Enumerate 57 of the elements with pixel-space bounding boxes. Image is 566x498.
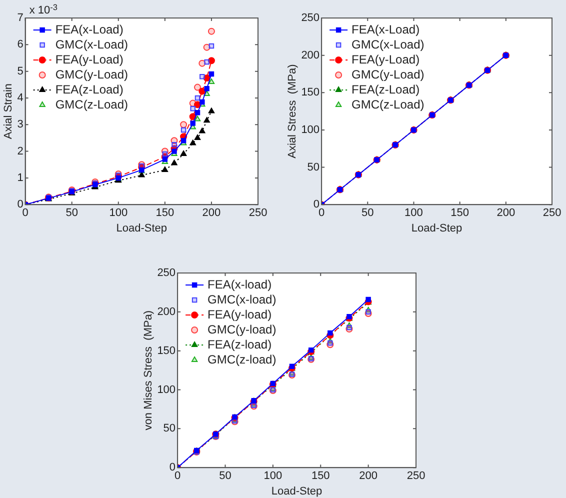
legend-label: FEA(z-load): [208, 337, 272, 352]
x-tick-label: 100: [404, 207, 423, 220]
y-tick-label: 1: [17, 172, 24, 184]
y-tick-label: 7: [17, 12, 24, 24]
legend-label: FEA(z-Load): [352, 82, 420, 96]
legend-label: FEA(x-Load): [352, 22, 420, 36]
legend-label: FEA(y-Load): [352, 52, 420, 66]
y-tick-label: 100: [157, 384, 176, 396]
x-tick-label: 150: [450, 207, 469, 220]
y-tick-label: 150: [301, 86, 320, 99]
y-tick-label: 50: [307, 161, 320, 174]
legend-label: GMC(x-Load): [352, 37, 424, 52]
legend-label: GMC(y-load): [208, 322, 276, 336]
x-axis-title: Load-Step: [411, 222, 462, 234]
y-tick-label: 0: [313, 198, 320, 211]
y-tick-label: 100: [301, 124, 320, 136]
legend-label: GMC(x-Load): [55, 37, 128, 52]
y-axis-title: von Mises Stress (MPa): [142, 310, 155, 430]
y-tick-label: 200: [157, 306, 176, 318]
legend-label: FEA(x-Load): [55, 22, 124, 36]
legend-label: GMC(z-load): [208, 352, 276, 366]
x-tick-label: 50: [219, 470, 232, 482]
y-tick-label: 150: [157, 344, 176, 357]
x-tick-label: 250: [542, 207, 562, 220]
legend-label: FEA(z-Load): [55, 82, 124, 96]
y-tick-label: 3: [17, 118, 24, 131]
y-tick-label: 50: [163, 422, 176, 435]
x-tick-label: 200: [359, 470, 378, 482]
legend-label: FEA(x-load): [208, 277, 272, 292]
y-tick-label: 0: [169, 462, 176, 474]
y-tick-label: 250: [157, 267, 176, 280]
legend-label: GMC(y-Load): [55, 67, 128, 82]
x-tick-label: 200: [496, 207, 516, 220]
y-tick-label: 0: [17, 198, 24, 211]
legend-label: GMC(x-load): [208, 292, 276, 306]
y-tick-label: 2: [17, 145, 24, 158]
y-axis-title: Axial Stress (MPa): [286, 64, 299, 158]
legend-label: FEA(y-Load): [55, 52, 124, 66]
x-tick-label: 100: [264, 470, 282, 482]
x-tick-label: 50: [66, 207, 78, 220]
x-tick-label: 250: [248, 207, 268, 220]
legend-label: GMC(y-Load): [352, 67, 424, 82]
y-tick-label: 250: [301, 12, 320, 24]
y-tick-label: 5: [17, 65, 24, 78]
x-tick-label: 200: [202, 207, 221, 220]
y-tick-label: 6: [17, 38, 24, 51]
y-tick-label: 4: [17, 92, 24, 104]
legend-label: GMC(z-Load): [352, 97, 424, 112]
x-tick-label: 250: [406, 470, 426, 482]
legend-label: GMC(z-Load): [55, 97, 128, 112]
legend-label: FEA(y-load): [208, 307, 272, 322]
y-tick-label: 200: [301, 49, 320, 62]
x-axis-title: Load-Step: [116, 222, 168, 234]
x-axis-title: Load-Step: [271, 485, 322, 498]
x-tick-label: 50: [362, 207, 374, 220]
x-tick-label: 100: [109, 207, 128, 220]
y-axis-title: Axial Strain: [2, 83, 15, 140]
